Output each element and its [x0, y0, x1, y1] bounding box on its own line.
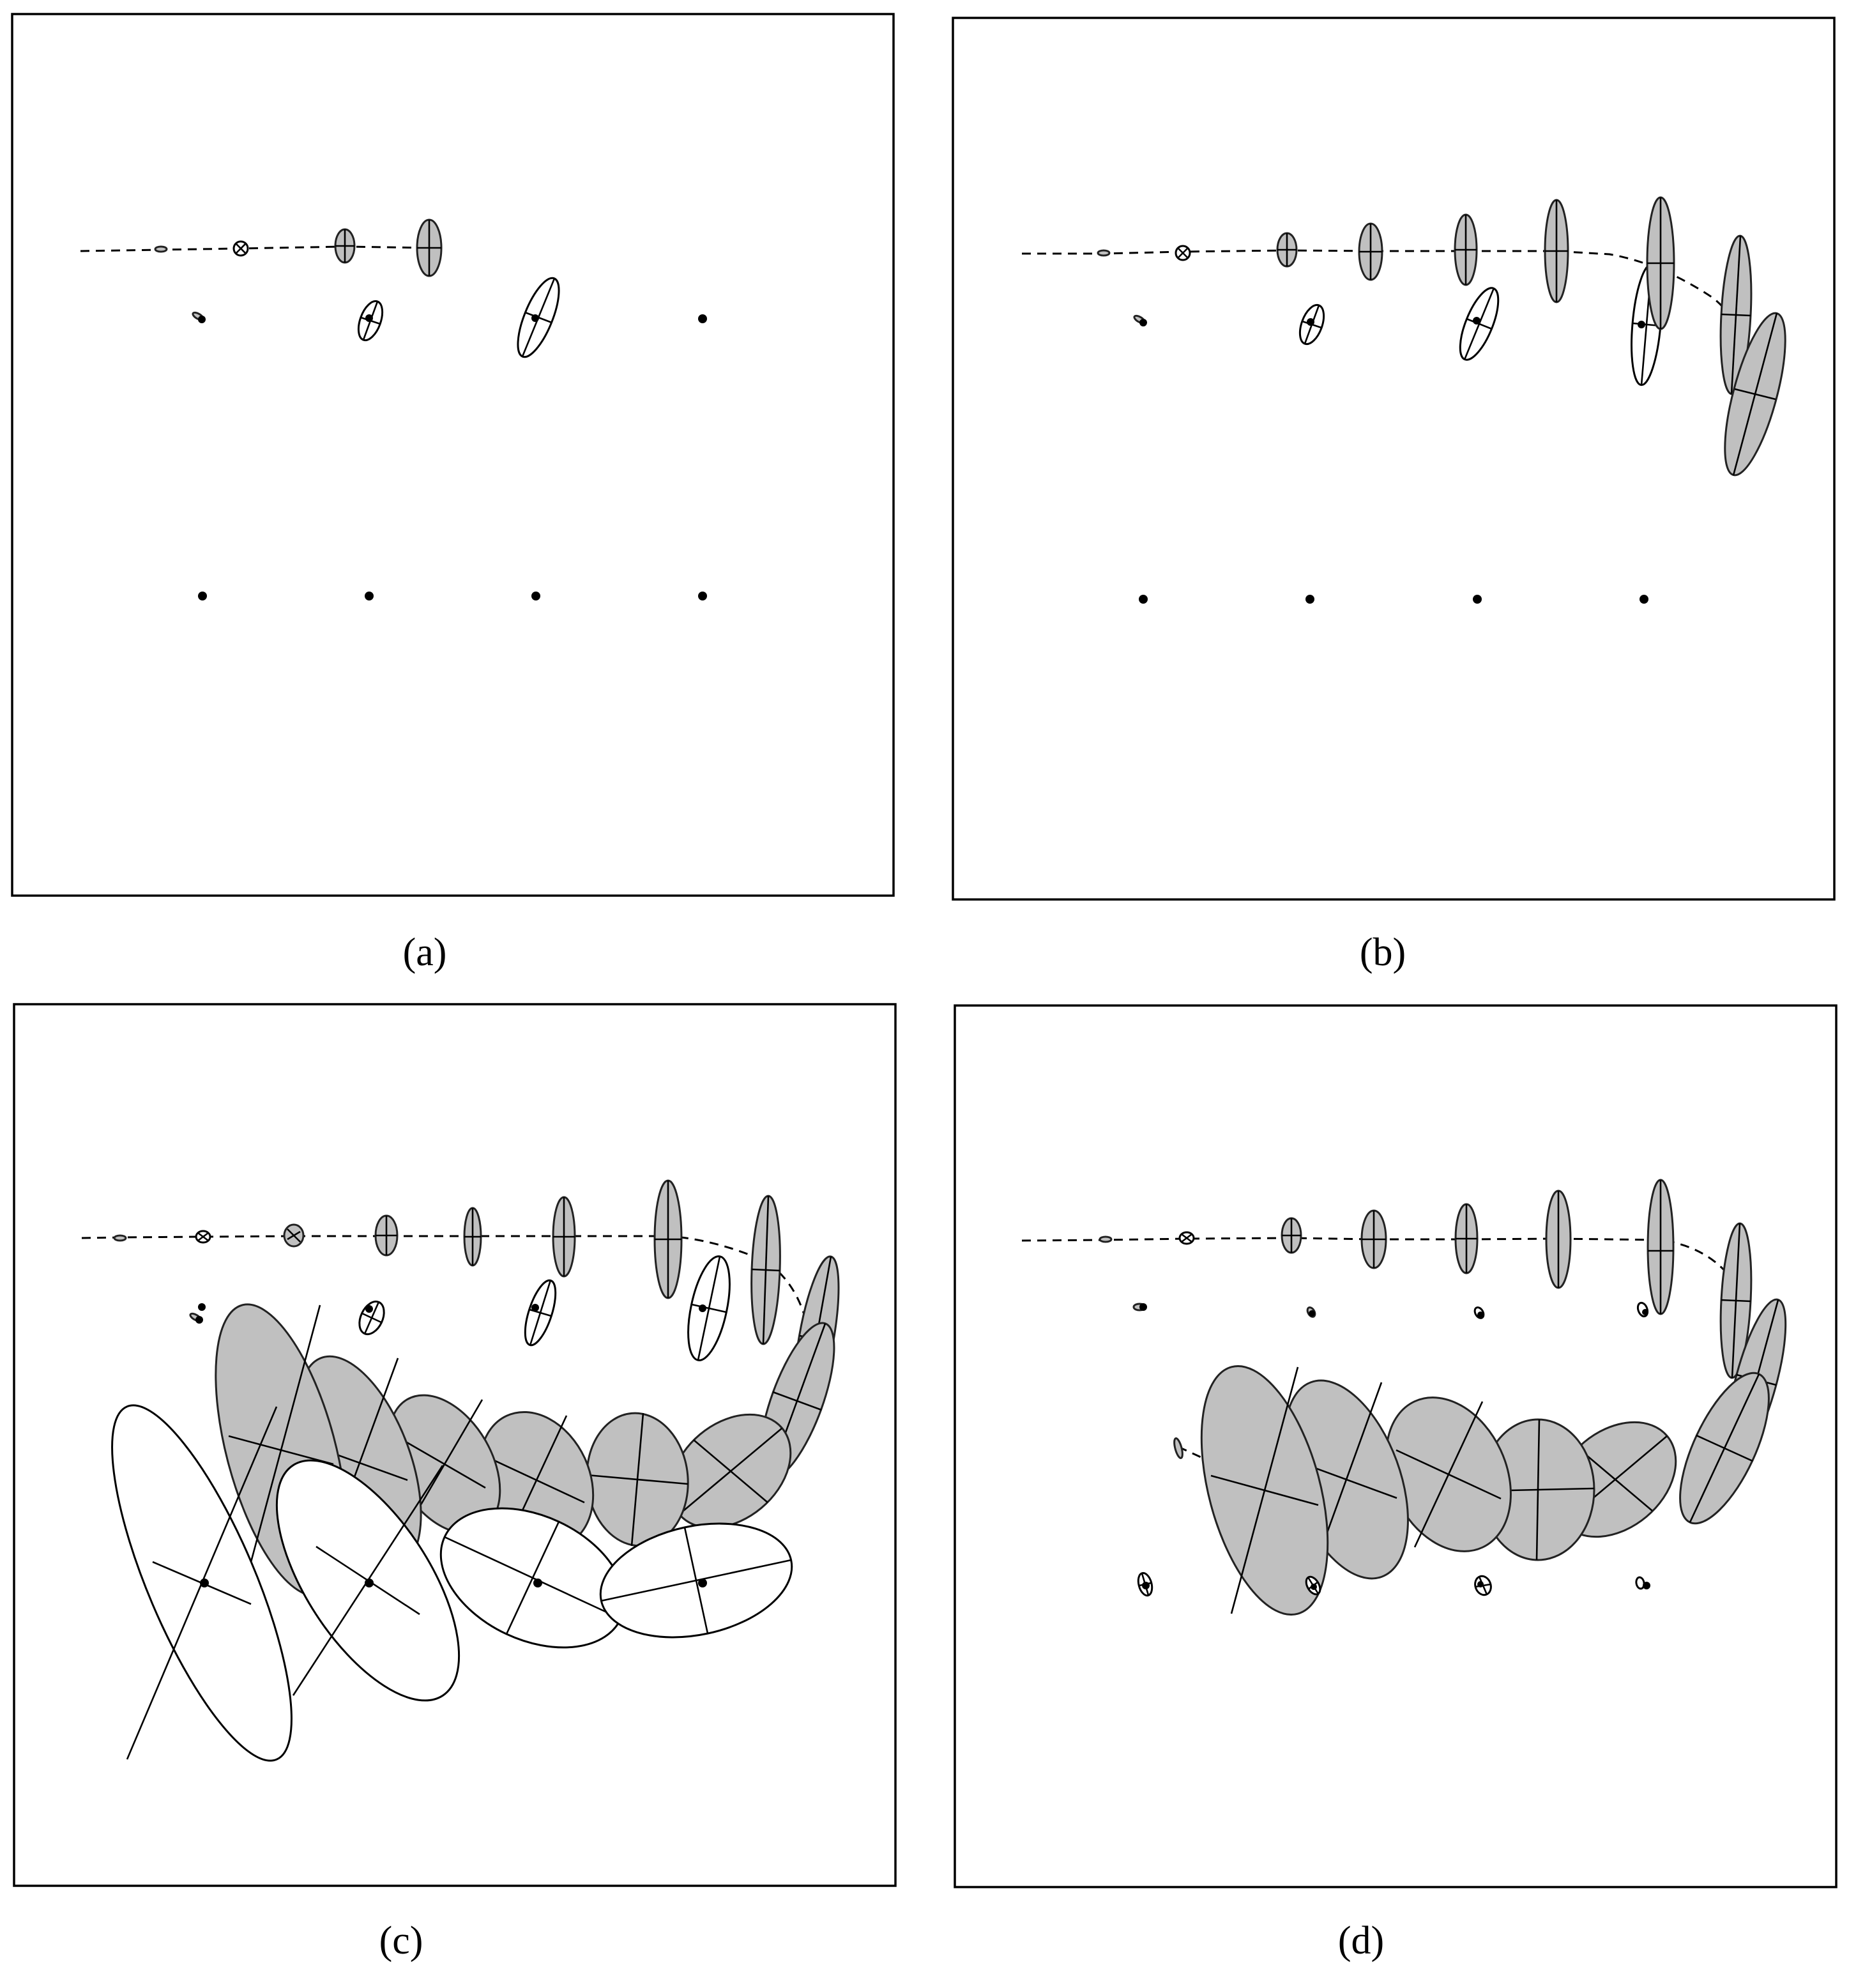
panel-c-pose-ellipse [552, 1196, 576, 1278]
panel-c: (c) [13, 1003, 897, 1962]
panel-d: (d) [954, 1004, 1838, 1962]
panel-c-pose-ellipse [374, 1214, 399, 1257]
panel-a-pose-ellipse [154, 245, 168, 253]
panel-c-landmark [189, 1303, 206, 1324]
panel-c-landmark-ellipse [524, 1279, 557, 1347]
panel-d-pose-ellipse [1679, 1372, 1770, 1525]
panel-c-pose-ellipse [669, 1413, 792, 1529]
panel-b-landmark [1640, 595, 1648, 604]
panel-a-caption: (a) [403, 931, 447, 974]
panel-c-pose-ellipse [653, 1179, 683, 1299]
panel-a-landmark-ellipse [357, 300, 384, 342]
panel-d-pose-ellipse [1719, 1222, 1753, 1379]
panel-b-pose-ellipse [1358, 222, 1383, 281]
panel-d-landmark-ellipse [1137, 1571, 1153, 1597]
panel-c-frame [13, 1003, 897, 1887]
panel-b-pose-ellipse [1097, 249, 1111, 257]
panel-d-pose-ellipse [1647, 1179, 1675, 1315]
panel-b-landmark-ellipse [1298, 303, 1325, 346]
panel-a-landmark [698, 314, 707, 323]
panel-d-pose-ellipse [1281, 1217, 1302, 1254]
panel-a-trajectory [80, 245, 430, 252]
panel-b-pose-ellipse [1454, 213, 1478, 286]
panel-b-pose-ellipse [1276, 232, 1298, 268]
panel-c-pose-ellipse [463, 1207, 482, 1267]
panel-c-caption: (c) [379, 1919, 423, 1962]
panel-a-pose-ellipse [334, 228, 356, 264]
panel-d-pose-ellipse [1385, 1396, 1512, 1552]
panel-c-landmark-ellipse [439, 1507, 626, 1649]
panel-c-landmark-ellipse [687, 1255, 731, 1361]
panel-d-pose-ellipse [1454, 1203, 1479, 1274]
panel-d-trajectory [1021, 1237, 1748, 1329]
panel-b-frame [952, 17, 1836, 901]
panel-b-landmark [1305, 595, 1314, 604]
panel-c-pose-ellipse [195, 1230, 211, 1244]
panel-d-pose-ellipse [1178, 1231, 1195, 1245]
panel-d-pose-ellipse [1545, 1189, 1572, 1289]
panel-d-frame [954, 1004, 1838, 1888]
panel-d-landmark [1473, 1306, 1485, 1319]
panel-d-landmark [1132, 1303, 1147, 1311]
panel-b-pose-ellipse [1544, 199, 1569, 303]
panel-a-pose-ellipse [416, 218, 443, 277]
panel-c-pose-ellipse [750, 1195, 781, 1345]
panel-d-caption: (d) [1338, 1919, 1384, 1962]
panel-a-landmark [365, 592, 374, 600]
panel-c-landmark-ellipse [358, 1300, 385, 1336]
panel-d-landmark [1636, 1301, 1649, 1318]
panel-d-pose-ellipse [1173, 1437, 1183, 1460]
panel-b-pose-ellipse [1175, 245, 1191, 261]
panel-a: (a) [11, 13, 895, 974]
panel-c-pose-ellipse [113, 1234, 127, 1242]
panel-d-pose-ellipse [1099, 1235, 1113, 1243]
panel-a-landmark-ellipse [517, 277, 560, 358]
panel-c-pose-ellipse [283, 1223, 305, 1248]
panel-c-landmark-ellipse [599, 1522, 793, 1639]
panel-a-frame [11, 13, 895, 897]
panel-b-pose-ellipse [1724, 312, 1786, 477]
panel-d-landmark-ellipse [1305, 1575, 1321, 1596]
panel-b-pose-ellipse [1646, 196, 1675, 330]
panel-b-caption: (b) [1360, 931, 1406, 974]
panel-b: (b) [952, 17, 1836, 974]
panel-b-landmark-ellipse [1459, 287, 1500, 361]
panel-b-landmark [1133, 314, 1147, 326]
panel-d-landmark [1306, 1306, 1316, 1318]
panel-a-landmark [192, 311, 206, 323]
panel-d-landmark [1635, 1576, 1650, 1590]
panel-a-landmark [198, 592, 207, 600]
panel-c-landmark-ellipse [111, 1404, 293, 1762]
panel-a-pose-ellipse [232, 240, 249, 257]
panel-a-landmark [531, 592, 540, 600]
panel-b-landmark [1473, 595, 1482, 604]
panel-b-landmark [1139, 595, 1148, 604]
panel-a-landmark [698, 592, 707, 600]
panel-c-landmark-ellipse [275, 1459, 460, 1702]
panel-b-pose-ellipse [1719, 234, 1753, 395]
panel-d-pose-ellipse [1360, 1209, 1387, 1269]
panel-d-pose-ellipse [1200, 1365, 1329, 1616]
panel-d-landmark-ellipse [1474, 1575, 1492, 1596]
